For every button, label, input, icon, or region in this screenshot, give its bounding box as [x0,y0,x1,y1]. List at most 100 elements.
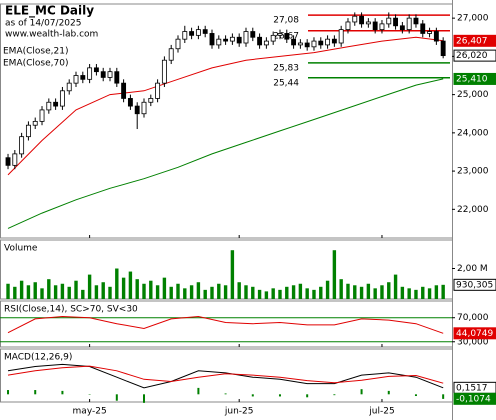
candle-body [53,101,59,107]
panel-title: Volume [4,244,38,254]
volume-bar [400,286,405,299]
candle-body [440,40,446,57]
volume-bar [312,289,316,299]
volume-bar [40,288,44,299]
candle-body [73,75,79,84]
histogram-bar [442,394,445,399]
volume-bar [346,283,350,299]
volume-bar [94,285,99,299]
value-box [453,327,496,340]
histogram-bar [333,394,336,396]
volume-bar [74,280,78,299]
candle-body [393,17,399,27]
value-label: 0,1517 [456,383,488,393]
volume-bar [257,289,262,299]
candle-body [46,101,52,111]
candle-body [107,71,113,78]
candle-body [202,29,208,34]
candle-body [318,40,324,46]
level-label: 27,08 [273,16,299,26]
candle-body [195,29,201,36]
candle-body [372,21,378,31]
rsi-line [7,315,444,334]
panel-title: RSI(Close,14), SC>70, SV<30 [4,305,138,315]
candle-body [209,33,215,46]
value-box [453,392,496,405]
volume-bar [87,274,92,299]
ema-line [7,78,444,229]
subtitle: as of 14/07/2025 [5,19,81,29]
volume-bar [176,283,180,299]
volume-bar [359,286,364,299]
volume-bar [189,285,194,299]
candle-body [182,31,188,40]
volume-bar [271,288,275,299]
candle-body [39,109,45,122]
volume-bar [101,282,105,299]
candle-body [270,34,276,42]
volume-bar [285,286,289,299]
volume-bar [353,285,357,299]
candle-body [331,38,337,44]
volume-bar [6,283,10,299]
volume-bar [142,283,146,299]
volume-bar [53,285,58,299]
candle-body [80,75,86,80]
volume-bar [305,288,309,299]
y-tick-label: 27,000 [457,14,489,24]
candle-body [100,71,106,78]
candle-body [19,136,25,155]
volume-bar [441,284,445,299]
y-tick-label: 30,000 [457,337,489,347]
volume-bar [135,279,139,299]
volume-bar [332,250,337,299]
candle-body [87,67,93,80]
volume-bar [162,277,167,299]
macd-line [7,365,444,384]
volume-bar [237,282,241,299]
level-label: 25,44 [273,78,299,88]
histogram-bar [7,390,10,395]
candle-body [338,29,344,44]
volume-bar [319,286,323,299]
value-label: 26,407 [456,36,488,46]
candle-body [175,38,181,50]
candle-body [433,31,439,42]
candle-body [236,36,242,44]
candle-body [229,36,235,42]
histogram-bar [251,394,254,397]
volume-bar [427,288,432,299]
value-box [453,278,496,291]
candle-body [161,59,167,84]
candle-body [189,31,195,36]
histogram-bar [387,390,390,395]
candle-body [304,42,310,48]
candle-body [148,98,154,103]
candle-body [141,101,147,115]
candle-body [359,15,365,25]
volume-bar [414,289,418,299]
candle-body [413,17,419,25]
candle-body [243,31,249,44]
volume-bar [217,283,221,299]
candle-body [134,105,140,115]
candle-body [25,124,31,138]
y-tick-label: 24,000 [457,128,489,138]
candle-body [311,40,317,48]
candle-body [297,42,303,46]
candle-body [352,15,358,23]
volume-bar [387,282,391,299]
legend-entry: EMA(Close,70) [3,59,68,69]
candle-body [406,17,412,31]
candle-body [399,25,405,31]
histogram-bar [278,394,281,397]
y-tick-label: 25,000 [457,90,489,100]
volume-bar [183,288,187,299]
value-label: 25,410 [456,74,488,84]
candle-body [32,120,38,126]
candle-body [277,33,283,36]
histogram-bar [414,394,417,397]
volume-bar [108,286,112,299]
